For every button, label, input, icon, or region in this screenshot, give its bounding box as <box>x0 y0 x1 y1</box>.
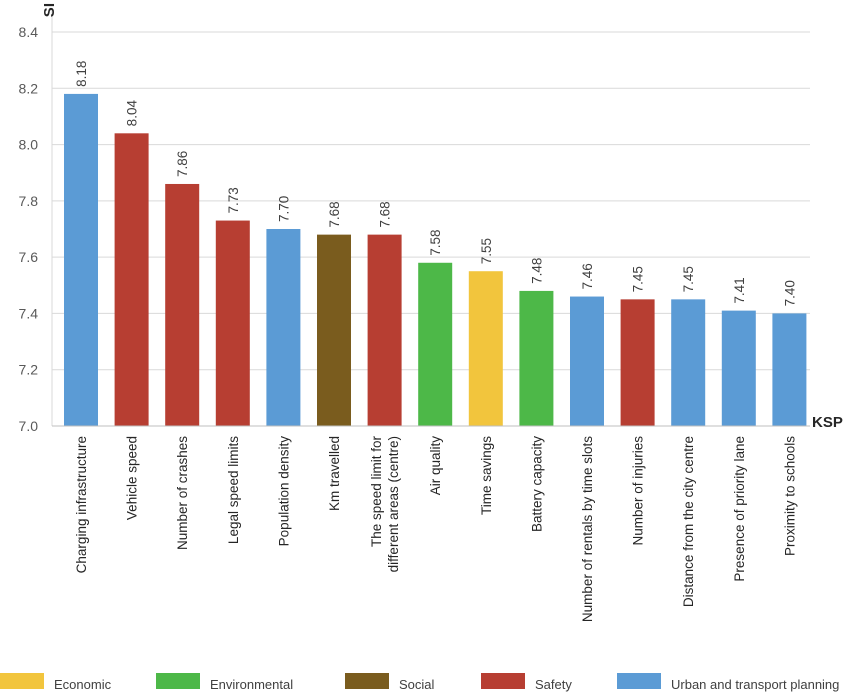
y-tick-label: 8.0 <box>19 137 39 153</box>
bar <box>317 234 351 426</box>
x-tick-label: Time savings <box>479 436 494 515</box>
bar <box>519 290 554 426</box>
x-axis-title: KSP <box>812 414 843 431</box>
x-tick-label: Number of crashes <box>175 436 190 550</box>
x-axis: Charging infrastructure Vehicle speed Numb… <box>52 425 810 622</box>
legend-swatch <box>156 673 200 689</box>
x-tick-label: different areas (centre) <box>386 436 401 572</box>
data-label: 7.73 <box>226 187 241 213</box>
y-tick-label: 7.0 <box>19 418 39 434</box>
bar <box>165 183 200 426</box>
x-tick-label: Air quality <box>428 436 443 496</box>
legend-swatch <box>345 673 389 689</box>
x-tick-label: Number of injuries <box>631 436 646 546</box>
x-tick-label: Population density <box>276 436 291 547</box>
bar <box>772 313 807 426</box>
y-tick-label: 7.2 <box>19 362 39 378</box>
legend-label: Economic <box>54 677 112 692</box>
data-label: 7.86 <box>175 151 190 177</box>
data-labels: 8.18 8.04 7.86 7.73 7.70 7.68 7.68 7.58 7.55 7.48… <box>74 61 797 307</box>
bar <box>367 234 402 426</box>
x-tick-label: The speed limit for <box>369 435 384 547</box>
data-label: 7.45 <box>631 266 646 292</box>
bar <box>418 262 453 426</box>
x-tick-label: Charging infrastructure <box>74 436 89 573</box>
x-tick-label: Vehicle speed <box>125 436 140 520</box>
x-tick-label: Proximity to schools <box>782 436 797 556</box>
legend: Economic Environmental Social Safety Urban a… <box>0 673 839 692</box>
y-tick-label: 7.8 <box>19 193 39 209</box>
bar <box>721 310 756 426</box>
y-tick-label: 7.4 <box>19 305 39 321</box>
y-axis-title: SI <box>41 3 58 17</box>
bar <box>468 271 503 426</box>
x-tick-label: Legal speed limits <box>226 436 241 544</box>
bar <box>64 93 98 427</box>
legend-swatch <box>617 673 661 689</box>
x-tick-label: Battery capacity <box>529 436 544 532</box>
x-tick-label: Number of rentals by time slots <box>580 436 595 622</box>
bar <box>570 296 604 426</box>
legend-label: Environmental <box>210 677 293 692</box>
y-tick-label: 7.6 <box>19 249 39 265</box>
data-label: 7.68 <box>327 201 342 227</box>
bar <box>114 133 149 427</box>
y-axis: 7.0 7.2 7.4 7.6 7.8 8.0 8.2 8.4 <box>19 8 53 434</box>
data-label: 7.68 <box>378 201 393 227</box>
data-label: 8.18 <box>74 61 89 87</box>
x-tick-label: Presence of priority lane <box>732 436 747 582</box>
bar <box>671 299 706 426</box>
y-tick-label: 8.2 <box>19 80 39 96</box>
legend-label: Social <box>399 677 435 692</box>
data-label: 7.46 <box>580 263 595 289</box>
data-label: 7.55 <box>479 238 494 264</box>
data-label: 7.70 <box>276 196 291 222</box>
y-tick-label: 8.4 <box>19 24 39 40</box>
data-label: 7.48 <box>529 258 544 284</box>
data-label: 7.41 <box>732 277 747 303</box>
data-label: 7.40 <box>782 280 797 306</box>
legend-swatch <box>0 673 44 689</box>
data-label: 7.58 <box>428 229 443 255</box>
x-tick-label: Distance from the city centre <box>681 436 696 607</box>
legend-label: Urban and transport planning <box>671 677 839 692</box>
data-label: 8.04 <box>125 100 140 127</box>
data-label: 7.45 <box>681 266 696 292</box>
legend-swatch <box>481 673 525 689</box>
bar <box>215 220 250 426</box>
bar <box>620 299 655 426</box>
bar <box>266 229 301 426</box>
x-tick-label: Km travelled <box>327 436 342 511</box>
legend-label: Safety <box>535 677 572 692</box>
bars <box>64 93 807 427</box>
